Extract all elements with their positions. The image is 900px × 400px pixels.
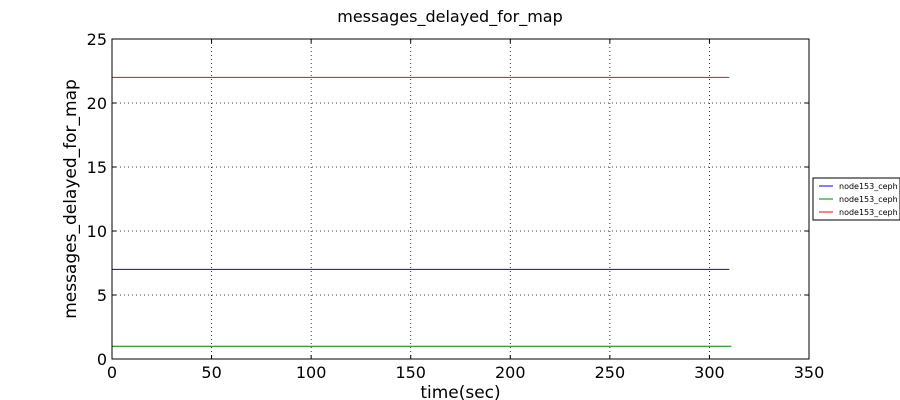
- x-tick-label: 100: [296, 363, 327, 382]
- y-axis-label: messages_delayed_for_map: [61, 79, 81, 319]
- legend-label-3: node153_ceph: [839, 208, 898, 217]
- grid: [112, 39, 809, 359]
- plot-frame: [111, 38, 810, 360]
- x-tick-label: 300: [694, 363, 725, 382]
- x-tick-label: 0: [107, 363, 117, 382]
- x-axis-label: time(sec): [420, 383, 500, 400]
- y-tick-label: 5: [97, 286, 107, 305]
- legend: node153_ceph node153_ceph node153_ceph: [812, 177, 900, 221]
- y-tick-label: 0: [97, 350, 107, 369]
- x-tick-label: 200: [495, 363, 526, 382]
- legend-label-2: node153_ceph: [839, 195, 898, 204]
- x-tick-label: 250: [595, 363, 626, 382]
- legend-label-1: node153_ceph: [839, 182, 898, 191]
- x-tick-label: 350: [794, 363, 825, 382]
- y-tick-label: 15: [87, 158, 107, 177]
- x-tick-label: 50: [201, 363, 221, 382]
- ticks: 0 50 100 150 200 250 300 350 0 5 10 15 20 25: [87, 30, 825, 382]
- y-tick-label: 25: [87, 30, 107, 49]
- chart-title: messages_delayed_for_map: [337, 7, 563, 27]
- x-tick-label: 150: [395, 363, 426, 382]
- y-tick-label: 10: [87, 222, 107, 241]
- y-tick-label: 20: [87, 94, 107, 113]
- series-lines: [112, 76, 732, 347]
